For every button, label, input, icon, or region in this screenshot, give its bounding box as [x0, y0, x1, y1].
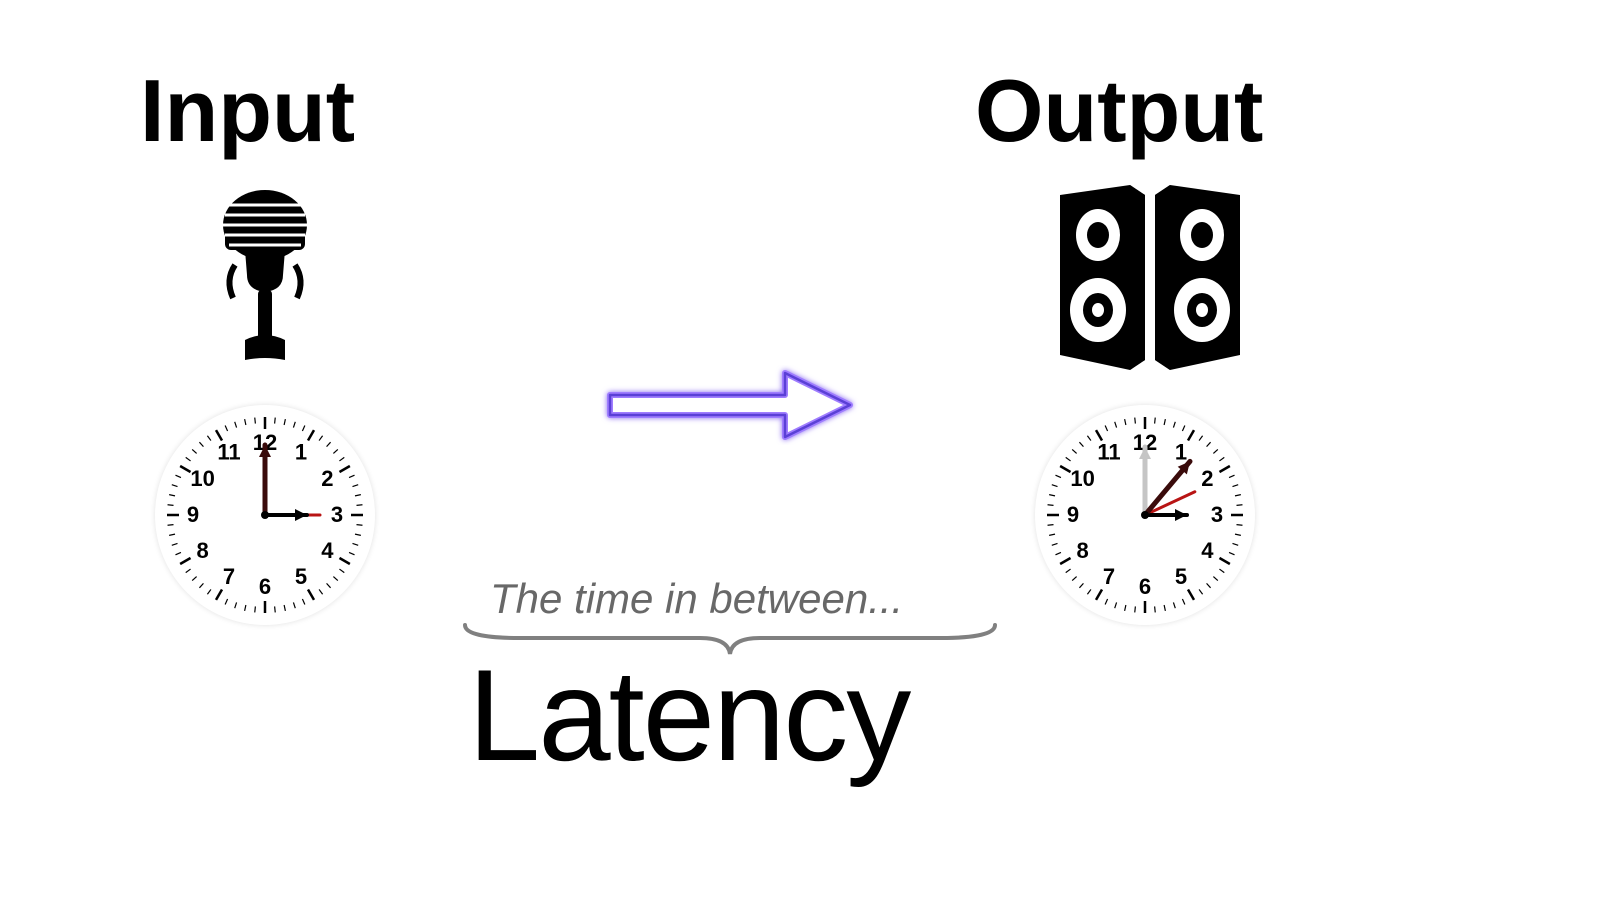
output-heading: Output — [975, 60, 1263, 162]
microphone-icon — [175, 180, 355, 380]
subtext-label: The time in between... — [490, 575, 903, 623]
svg-text:7: 7 — [1103, 564, 1115, 589]
svg-text:10: 10 — [190, 466, 214, 491]
svg-text:11: 11 — [1097, 439, 1120, 464]
svg-text:9: 9 — [1067, 502, 1079, 527]
output-clock: 121234567891011 — [1035, 405, 1255, 625]
svg-text:9: 9 — [187, 502, 199, 527]
svg-text:8: 8 — [1077, 538, 1089, 563]
flow-arrow-icon — [600, 365, 860, 445]
svg-text:7: 7 — [223, 564, 235, 589]
svg-text:11: 11 — [217, 439, 240, 464]
svg-text:2: 2 — [1201, 466, 1213, 491]
input-clock: 121234567891011 — [155, 405, 375, 625]
latency-heading: Latency — [468, 640, 909, 790]
svg-text:6: 6 — [1139, 574, 1151, 599]
svg-text:4: 4 — [321, 538, 334, 563]
speakers-icon — [1030, 185, 1270, 370]
svg-text:1: 1 — [295, 439, 307, 464]
svg-text:4: 4 — [1201, 538, 1214, 563]
input-heading: Input — [140, 60, 355, 162]
svg-text:6: 6 — [259, 574, 271, 599]
svg-text:3: 3 — [331, 502, 343, 527]
svg-text:3: 3 — [1211, 502, 1223, 527]
svg-text:10: 10 — [1070, 466, 1094, 491]
svg-text:1: 1 — [1175, 439, 1187, 464]
svg-text:2: 2 — [321, 466, 333, 491]
svg-text:8: 8 — [197, 538, 209, 563]
svg-text:5: 5 — [295, 564, 307, 589]
svg-text:5: 5 — [1175, 564, 1187, 589]
